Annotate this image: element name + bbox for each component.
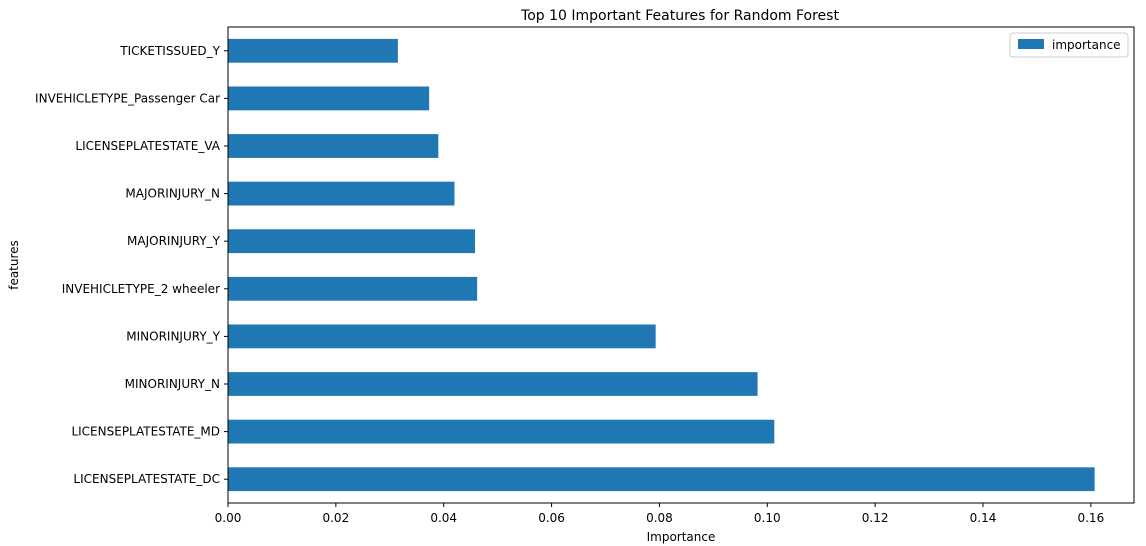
y-tick-label: MINORINJURY_Y — [126, 329, 220, 343]
bar — [228, 38, 398, 63]
bar — [228, 134, 439, 158]
y-tick-label: LICENSEPLATESTATE_VA — [75, 139, 220, 153]
x-axis-title: Importance — [647, 530, 716, 544]
legend: importance — [1009, 32, 1129, 58]
y-tick-label: MAJORINJURY_Y — [127, 234, 221, 248]
x-tick-label: 0.00 — [215, 511, 242, 525]
bars-layer — [228, 38, 1095, 492]
bar — [228, 419, 775, 444]
x-tick-label: 0.16 — [1077, 511, 1104, 525]
y-tick-label: LICENSEPLATESTATE_DC — [73, 472, 220, 486]
chart-title: Top 10 Important Features for Random For… — [520, 8, 839, 24]
x-axis-ticks: 0.00 0.02 0.04 0.06 0.08 0.10 0.12 0.14 0.16 — [215, 503, 1104, 525]
x-tick-label: 0.10 — [754, 511, 781, 525]
x-tick-label: 0.14 — [970, 511, 997, 525]
legend-label: importance — [1052, 38, 1121, 52]
y-tick-label: TICKETISSUED_Y — [119, 44, 220, 58]
x-tick-label: 0.06 — [538, 511, 565, 525]
x-tick-label: 0.08 — [646, 511, 673, 525]
bar — [228, 181, 455, 206]
bar — [228, 324, 656, 349]
bar — [228, 372, 758, 396]
x-tick-label: 0.12 — [862, 511, 889, 525]
legend-swatch — [1018, 39, 1044, 49]
y-axis-ticks: TICKETISSUED_Y INVEHICLETYPE_Passenger Ca… — [35, 44, 228, 486]
bar — [228, 229, 475, 254]
y-tick-label: MAJORINJURY_N — [125, 187, 220, 201]
y-tick-label: LICENSEPLATESTATE_MD — [71, 425, 220, 439]
y-tick-label: INVEHICLETYPE_2 wheeler — [62, 282, 220, 296]
x-tick-label: 0.02 — [322, 511, 349, 525]
y-axis-title: features — [7, 240, 21, 290]
x-tick-label: 0.04 — [430, 511, 457, 525]
y-tick-label: MINORINJURY_N — [125, 377, 220, 391]
plot-frame — [227, 26, 1135, 504]
bar — [228, 86, 430, 111]
bar — [228, 467, 1095, 492]
y-tick-label: INVEHICLETYPE_Passenger Car — [35, 91, 220, 105]
bar — [228, 276, 478, 301]
